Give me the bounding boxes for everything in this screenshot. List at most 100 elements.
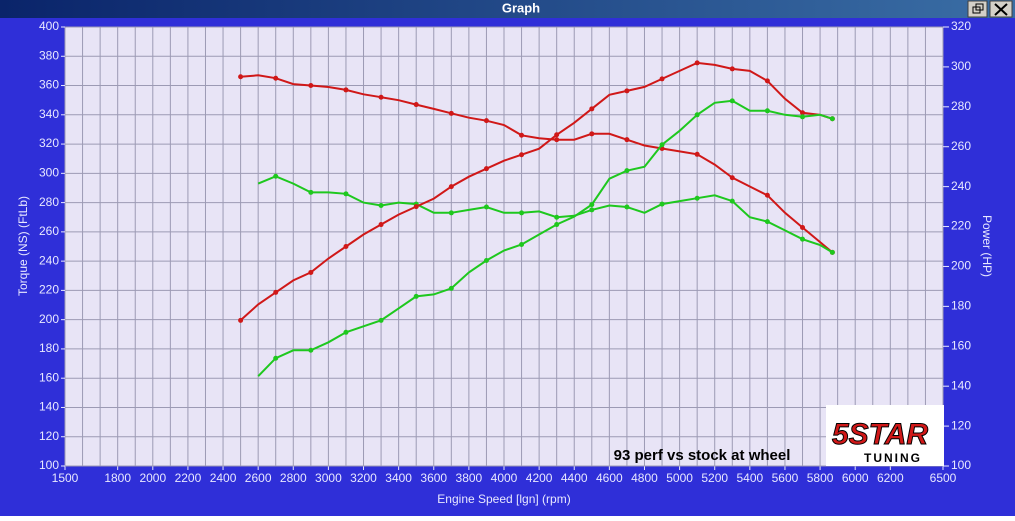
series-point [378,94,384,100]
series-point [483,166,489,172]
series-point [413,102,419,108]
series-point [448,110,454,116]
y2-tick-label: 300 [951,59,971,73]
x-tick-label: 3200 [350,471,377,485]
x-axis-label: Engine Speed [lgn] (rpm) [437,492,570,506]
x-tick-label: 2600 [245,471,272,485]
y2-tick-label: 280 [951,99,971,113]
logo: 5STAR TUNING [826,405,944,466]
y-tick-label: 400 [39,19,59,33]
x-tick-label: 2800 [280,471,307,485]
x-tick-label: 4800 [631,471,658,485]
series-point [273,173,279,179]
series-point [659,142,665,148]
series-point [519,132,525,138]
y-tick-label: 200 [39,312,59,326]
y-tick-label: 140 [39,400,59,414]
y-tick-label: 240 [39,253,59,267]
x-tick-label: 2000 [139,471,166,485]
y2-tick-label: 140 [951,378,971,392]
series-point [308,347,314,353]
series-point [694,151,700,157]
series-point [764,108,770,114]
series-point [589,106,595,112]
x-tick-label: 4600 [596,471,623,485]
series-point [413,293,419,299]
y-tick-label: 220 [39,283,59,297]
series-point [764,192,770,198]
x-tick-label: 4400 [561,471,588,485]
logo-brand: 5STAR [832,418,928,451]
y-tick-label: 280 [39,195,59,209]
series-point [273,289,279,295]
y2-axis-label: Power (HP) [980,215,994,277]
y-tick-label: 320 [39,136,59,150]
series-point [343,329,349,335]
x-tick-label: 5600 [772,471,799,485]
x-tick-label: 6500 [930,471,957,485]
series-point [519,152,525,158]
x-tick-label: 2200 [175,471,202,485]
logo-sub: TUNING [864,451,922,465]
series-point [519,210,525,216]
series-point [829,116,835,122]
series-point [729,175,735,181]
series-point [764,219,770,225]
series-point [448,210,454,216]
y2-tick-label: 200 [951,259,971,273]
series-line [257,175,833,254]
series-point [519,242,525,248]
x-tick-label: 5000 [666,471,693,485]
y2-tick-label: 160 [951,338,971,352]
x-tick-label: 5400 [736,471,763,485]
series-point [694,112,700,118]
series-point [729,98,735,104]
series-point [800,236,806,242]
y2-tick-label: 240 [951,179,971,193]
series-point [554,137,560,143]
series-point [448,184,454,190]
series-point [238,74,244,80]
series-point [378,317,384,323]
series-point [729,198,735,204]
y2-tick-label: 220 [951,219,971,233]
series-point [729,66,735,72]
series-point [694,195,700,201]
series-point [554,132,560,138]
series-point [483,257,489,263]
x-tick-label: 3600 [420,471,447,485]
x-tick-label: 1800 [104,471,131,485]
y2-tick-label: 120 [951,418,971,432]
y2-tick-label: 320 [951,19,971,33]
x-tick-label: 4200 [526,471,553,485]
series-point [308,269,314,275]
series-point [448,285,454,291]
x-tick-label: 6200 [877,471,904,485]
restore-button[interactable] [967,0,988,18]
series-point [800,110,806,116]
y-tick-label: 340 [39,107,59,121]
series-point [483,204,489,210]
y-tick-label: 360 [39,78,59,92]
series-point [659,201,665,207]
series-point [694,60,700,66]
close-button[interactable] [989,0,1013,18]
series-point [343,191,349,197]
series-point [659,76,665,82]
series-point [624,168,630,174]
y-tick-label: 100 [39,458,59,472]
series-point [624,137,630,143]
series-point [624,204,630,210]
series-point [554,214,560,220]
series-point [343,87,349,93]
y-axis-label: Torque (NS) (FtLb) [16,196,30,296]
x-tick-label: 2400 [210,471,237,485]
x-tick-label: 1500 [52,471,79,485]
series-line [257,99,833,377]
series-point [829,249,835,255]
series-point [273,75,279,81]
x-tick-label: 5800 [807,471,834,485]
series-point [589,202,595,208]
series-point [238,317,244,323]
